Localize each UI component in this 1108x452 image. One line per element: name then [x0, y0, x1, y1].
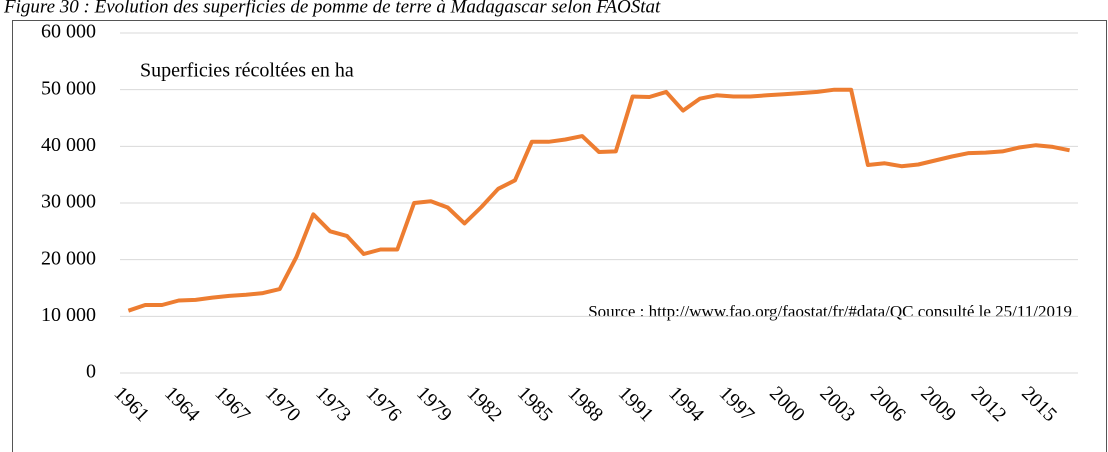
y-tick-label: 20 000	[41, 247, 96, 269]
x-tick-label: 1979	[412, 382, 456, 426]
y-tick-label: 60 000	[41, 21, 96, 43]
chart-title: Figure 30 : Evolution des superficies de…	[3, 0, 661, 17]
data-line	[127, 87, 1070, 313]
x-tick-label: 1991	[614, 382, 658, 426]
chart-frame	[12, 20, 1107, 452]
y-tick-label: 30 000	[41, 191, 96, 213]
x-tick-label: 1964	[160, 382, 204, 426]
annotation: Source : http://www.fao.org/faostat/fr/#…	[588, 302, 1072, 321]
x-tick-label: 1994	[664, 382, 708, 426]
y-tick-label: 0	[86, 361, 96, 383]
x-tick-label: 1973	[311, 382, 355, 426]
x-tick-label: 1976	[362, 382, 406, 426]
x-tick-label: 1961	[110, 382, 154, 426]
y-tick-label: 50 000	[41, 77, 96, 99]
x-tick-label: 2012	[967, 382, 1011, 426]
x-tick-label: 2006	[866, 382, 910, 426]
x-tick-label: 1982	[463, 382, 507, 426]
x-tick-label: 1967	[210, 382, 254, 426]
annotation: Superficies récoltées en ha	[140, 60, 354, 82]
x-tick-label: 1985	[513, 382, 557, 426]
x-tick-label: 1997	[715, 382, 759, 426]
x-tick-label: 2003	[816, 382, 860, 426]
x-tick-label: 1970	[261, 382, 305, 426]
y-tick-label: 10 000	[41, 304, 96, 326]
x-tick-label: 2015	[1017, 382, 1061, 426]
x-tick-label: 2009	[916, 382, 960, 426]
x-tick-label: 1988	[563, 382, 607, 426]
x-tick-label: 2000	[765, 382, 809, 426]
y-tick-label: 40 000	[41, 134, 96, 156]
